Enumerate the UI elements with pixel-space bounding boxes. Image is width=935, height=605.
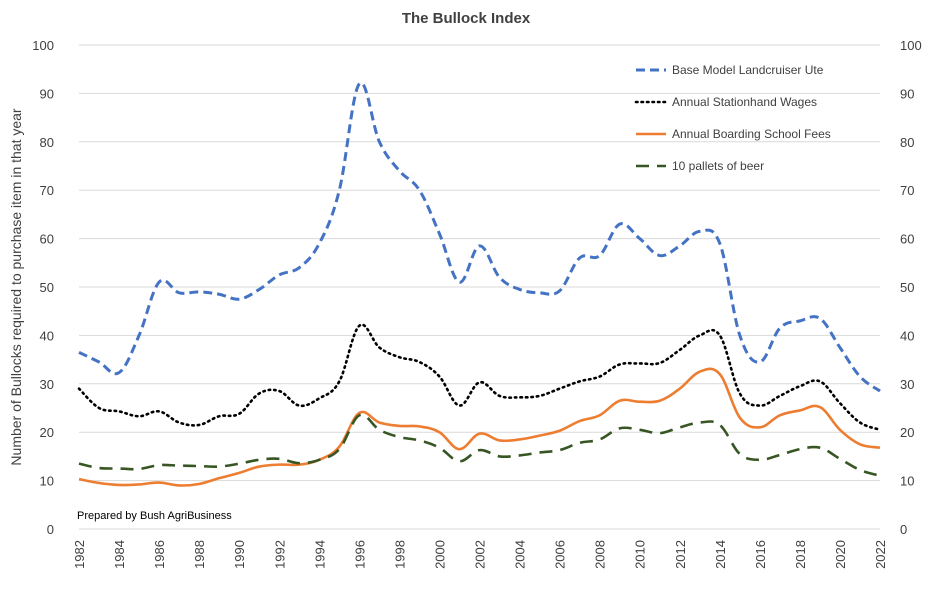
right-tick-label: 40: [900, 328, 914, 343]
right-tick-label: 80: [900, 135, 914, 150]
series-lines: [77, 81, 882, 487]
series-line-annual-stationhand-wages: [77, 323, 882, 432]
x-tick-label: 1994: [312, 540, 327, 569]
x-tick-label: 2012: [673, 540, 688, 569]
left-tick-label: 0: [47, 522, 54, 537]
x-tick-label: 2000: [432, 540, 447, 569]
right-tick-label: 50: [900, 280, 914, 295]
series-line-10-pallets-of-beer: [78, 413, 881, 478]
x-axis-ticks: 1982 1984 1986 1988 1990 1992 1994 1996 1998 2000…: [72, 540, 888, 569]
left-tick-label: 80: [40, 135, 54, 150]
x-tick-label: 2004: [513, 540, 528, 569]
gridlines: [79, 44, 880, 530]
legend-label-annual-stationhand-wages: Annual Stationhand Wages: [672, 95, 817, 109]
right-tick-label: 20: [900, 425, 914, 440]
x-tick-label: 2022: [873, 540, 888, 569]
legend-label-annual-boarding-school-fees: Annual Boarding School Fees: [672, 127, 831, 141]
right-tick-label: 30: [900, 377, 914, 392]
right-tick-label: 10: [900, 474, 914, 489]
left-tick-label: 90: [40, 86, 54, 101]
right-tick-label: 70: [900, 183, 914, 198]
x-tick-label: 1988: [192, 540, 207, 569]
x-tick-label: 2010: [633, 540, 648, 569]
chart-title: The Bullock Index: [402, 10, 531, 27]
x-tick-label: 2006: [553, 540, 568, 569]
x-tick-label: 2016: [753, 540, 768, 569]
y-axis-label: Number of Bullocks required to purchase …: [8, 108, 24, 466]
legend-label-base-model-landcruiser-ute: Base Model Landcruiser Ute: [672, 63, 824, 77]
left-tick-label: 10: [40, 474, 54, 489]
x-tick-label: 1984: [112, 540, 127, 569]
x-tick-label: 1996: [352, 540, 367, 569]
legend: Base Model Landcruiser Ute Annual Station…: [634, 63, 831, 173]
left-y-axis-ticks: 0 10 20 30 40 50 60 70 80 90 100: [32, 38, 54, 537]
left-tick-label: 20: [40, 425, 54, 440]
left-tick-label: 70: [40, 183, 54, 198]
legend-label-10-pallets-of-beer: 10 pallets of beer: [672, 159, 764, 173]
x-tick-label: 2018: [793, 540, 808, 569]
left-tick-label: 60: [40, 232, 54, 247]
left-tick-label: 50: [40, 280, 54, 295]
x-tick-label: 1982: [72, 540, 87, 569]
right-tick-label: 90: [900, 86, 914, 101]
left-tick-label: 40: [40, 328, 54, 343]
credit-annotation: Prepared by Bush AgriBusiness: [77, 510, 232, 522]
left-tick-label: 30: [40, 377, 54, 392]
x-tick-label: 1986: [152, 540, 167, 569]
series-line-base-model-landcruiser-ute: [78, 81, 881, 393]
x-tick-label: 2002: [473, 540, 488, 569]
x-tick-label: 2008: [593, 540, 608, 569]
x-tick-label: 1998: [392, 540, 407, 569]
right-tick-label: 60: [900, 232, 914, 247]
x-tick-label: 2020: [833, 540, 848, 569]
right-tick-label: 100: [900, 38, 922, 53]
left-tick-label: 100: [32, 38, 54, 53]
right-y-axis-ticks: 0 10 20 30 40 50 60 70 80 90 100: [900, 38, 922, 537]
x-tick-label: 2014: [713, 540, 728, 569]
series-line-annual-boarding-school-fees: [78, 367, 881, 487]
x-tick-label: 1990: [232, 540, 247, 569]
right-tick-label: 0: [900, 522, 907, 537]
x-tick-label: 1992: [272, 540, 287, 569]
